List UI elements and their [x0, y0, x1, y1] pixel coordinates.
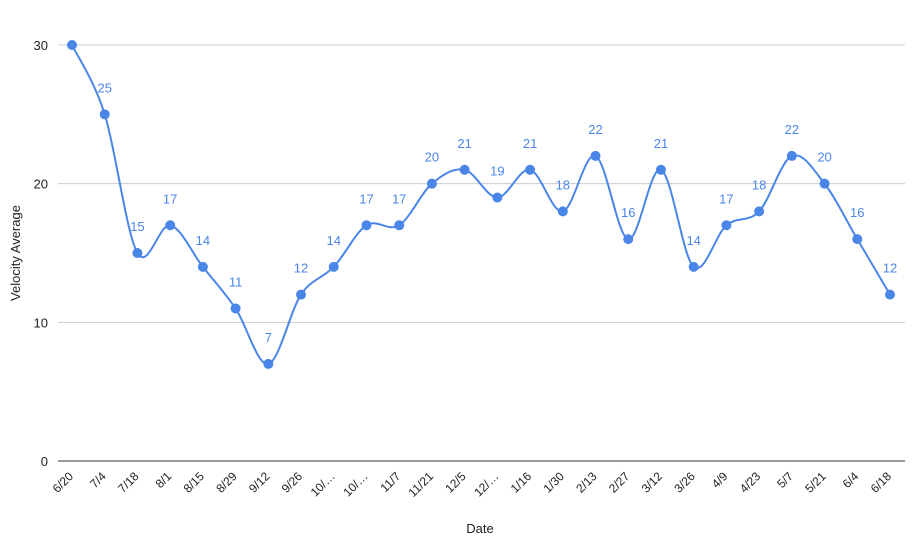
x-tick-label: 1/30 [541, 469, 568, 496]
data-point [754, 206, 765, 217]
data-point [525, 164, 536, 175]
x-tick-label: 12/… [471, 469, 501, 499]
x-tick-label: 6/4 [840, 469, 862, 491]
x-tick-label: 4/23 [737, 469, 764, 496]
data-point [230, 303, 241, 314]
data-label: 7 [265, 330, 272, 345]
data-point [885, 289, 895, 300]
y-tick-label: 0 [41, 454, 48, 469]
x-tick-label: 3/12 [639, 469, 666, 496]
y-tick-label: 20 [34, 177, 48, 192]
x-tick-label: 8/1 [153, 469, 175, 491]
data-label: 17 [359, 191, 373, 206]
data-point [67, 40, 77, 50]
series-line [71, 44, 891, 365]
x-tick-label: 6/18 [868, 469, 895, 496]
data-point [296, 289, 307, 300]
data-label: 11 [229, 274, 243, 289]
gridlines [58, 44, 905, 462]
data-label: 12 [294, 261, 308, 276]
data-point [655, 164, 666, 175]
data-label: 16 [621, 205, 635, 220]
data-label: 18 [752, 177, 766, 192]
x-tick-label: 4/9 [709, 469, 731, 491]
y-tick-label: 10 [34, 315, 48, 330]
data-point [688, 261, 699, 272]
x-tick-label: 11/7 [378, 469, 404, 495]
x-tick-label: 8/15 [181, 469, 208, 496]
data-label: 14 [327, 233, 341, 248]
x-tick-label: 10/… [340, 469, 370, 499]
data-label: 17 [392, 191, 406, 206]
x-tick-label: 7/18 [115, 469, 142, 496]
y-axis-title: Velocity Average [8, 205, 23, 301]
data-points [67, 40, 895, 369]
x-tick-label: 1/16 [508, 469, 535, 496]
data-label: 12 [883, 261, 897, 276]
data-label: 14 [686, 233, 700, 248]
data-label: 22 [588, 122, 602, 137]
x-tick-label: 3/26 [671, 469, 698, 496]
data-label: 25 [97, 80, 111, 95]
y-tick-labels: 0 10 20 30 [34, 38, 48, 469]
data-label: 17 [719, 191, 733, 206]
data-label: 19 [490, 164, 504, 179]
x-tick-label: 5/21 [802, 469, 829, 496]
data-point [492, 192, 503, 203]
data-label: 21 [523, 136, 537, 151]
data-point [99, 109, 110, 120]
data-labels: 25 15 17 14 11 7 12 14 17 17 20 21 19 21 18 22 16 21 14 17 1… [97, 80, 897, 345]
data-point [328, 261, 339, 272]
data-label: 22 [785, 122, 799, 137]
data-point [197, 261, 208, 272]
data-point [557, 206, 568, 217]
x-tick-label: 5/7 [774, 469, 796, 491]
data-point [459, 164, 470, 175]
x-tick-label: 2/13 [573, 469, 600, 496]
data-label: 16 [850, 205, 864, 220]
data-point [852, 234, 863, 245]
x-tick-label: 9/12 [246, 469, 273, 496]
data-point [590, 150, 601, 161]
x-tick-labels: 6/20 7/4 7/18 8/1 8/15 8/29 9/12 9/26 10/… 10/… 11… [50, 469, 895, 500]
data-label: 21 [457, 136, 471, 151]
data-label: 21 [654, 136, 668, 151]
data-point [786, 150, 797, 161]
data-label: 20 [817, 150, 831, 165]
x-tick-label: 11/21 [406, 469, 437, 500]
data-point [426, 178, 437, 189]
data-point [394, 220, 405, 231]
data-label: 18 [556, 177, 570, 192]
data-label: 15 [130, 219, 144, 234]
x-tick-label: 9/26 [279, 469, 306, 496]
x-tick-label: 6/20 [50, 469, 77, 496]
data-point [819, 178, 830, 189]
y-tick-label: 30 [34, 38, 48, 53]
data-point [721, 220, 732, 231]
data-point [623, 234, 634, 245]
x-tick-label: 2/27 [606, 469, 633, 496]
data-label: 14 [196, 233, 210, 248]
data-point [165, 220, 176, 231]
data-point [361, 220, 372, 231]
data-label: 17 [163, 191, 177, 206]
x-tick-label: 12/5 [442, 469, 469, 496]
data-label: 20 [425, 150, 439, 165]
x-tick-label: 10/… [308, 469, 338, 499]
x-axis-title: Date [466, 521, 493, 536]
data-point [263, 358, 274, 369]
data-point [132, 248, 143, 258]
x-tick-label: 8/29 [213, 469, 240, 496]
x-tick-label: 7/4 [87, 469, 109, 491]
